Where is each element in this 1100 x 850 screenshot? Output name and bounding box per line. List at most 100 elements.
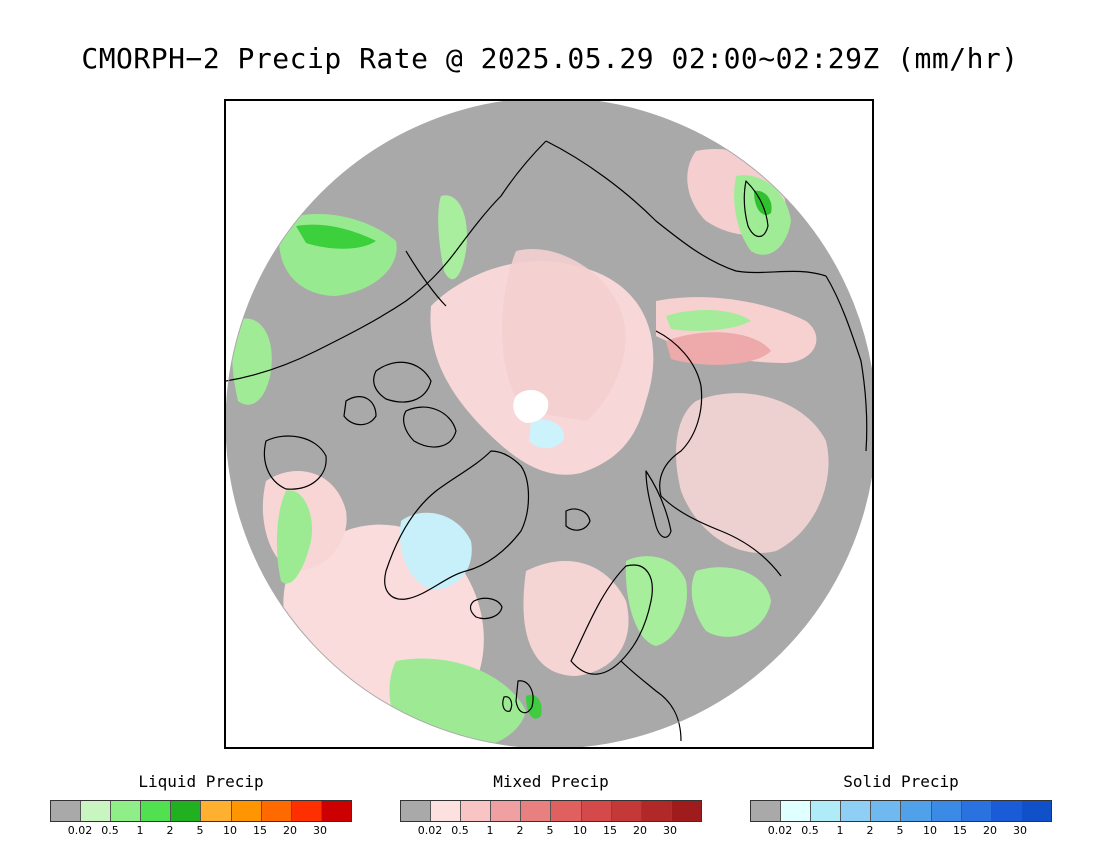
legend-solid-tick-label: 10 <box>923 824 937 837</box>
legend-solid-tick-label: 2 <box>866 824 874 837</box>
legend-liquid-swatch <box>141 801 172 821</box>
legend-solid-swatch <box>961 801 992 821</box>
legend-mixed-swatch <box>671 801 701 821</box>
legend-solid-ticks: 0.02 0.5 1 2 5 10 15 20 30 <box>750 824 1050 838</box>
scandinavia-coast <box>570 564 653 675</box>
legend-liquid-swatch <box>111 801 142 821</box>
precip-map <box>226 101 872 747</box>
legend-mixed-swatch <box>491 801 522 821</box>
liquid-precip-uk <box>526 694 542 719</box>
legend-mixed-swatch <box>521 801 552 821</box>
legend-mixed-swatch <box>551 801 582 821</box>
legend-solid-tick-label: 15 <box>953 824 967 837</box>
legend-solid-tick-label: 20 <box>983 824 997 837</box>
mixed-precip-heavy-band <box>666 332 771 365</box>
legend-mixed-swatch <box>431 801 462 821</box>
novaya-zemlya-coast <box>645 470 672 538</box>
map-frame <box>224 99 874 749</box>
legend-solid-title: Solid Precip <box>843 772 959 791</box>
legend-solid-tick-label: 0.5 <box>801 824 819 837</box>
page-title: CMORPH−2 Precip Rate @ 2025.05.29 02:00~… <box>81 42 1019 75</box>
legend-liquid-swatch <box>81 801 112 821</box>
legend-liquid: Liquid Precip 0.02 0.5 1 2 5 10 15 20 30 <box>50 772 352 838</box>
canada-alaska-border <box>405 250 447 307</box>
legend-liquid-tick-label: 20 <box>283 824 297 837</box>
legend-liquid-tick-label: 30 <box>313 824 327 837</box>
solid-precip-greenland <box>400 512 472 590</box>
legend-liquid-tick-label: 1 <box>136 824 144 837</box>
legend-liquid-title: Liquid Precip <box>138 772 264 791</box>
legend-liquid-tick-label: 0.02 <box>67 824 93 837</box>
mixed-precip-north-sea <box>523 561 629 676</box>
liquid-precip-alaska-dark <box>296 224 376 249</box>
british-isles-coast <box>502 680 534 714</box>
legend-liquid-tick-label: 15 <box>253 824 267 837</box>
legend-mixed-swatch <box>401 801 432 821</box>
legend-mixed-bar <box>400 800 702 822</box>
legend-solid-bar <box>750 800 1052 822</box>
canadian-archipelago-coast <box>343 361 457 448</box>
legend-mixed-ticks: 0.02 0.5 1 2 5 10 15 20 30 <box>400 824 700 838</box>
legend-mixed-tick-label: 0.02 <box>417 824 443 837</box>
russia-north-coast <box>660 495 782 577</box>
legend-liquid-tick-label: 0.5 <box>101 824 119 837</box>
liquid-precip-yukon <box>438 195 467 280</box>
legend-solid-swatch <box>781 801 812 821</box>
legend-liquid-ticks: 0.02 0.5 1 2 5 10 15 20 30 <box>50 824 350 838</box>
legend-solid-swatch <box>991 801 1022 821</box>
liquid-precip-siberia-band <box>666 309 751 331</box>
legend-liquid-swatch <box>51 801 82 821</box>
legend-liquid-swatch <box>321 801 351 821</box>
legend-solid-swatch <box>901 801 932 821</box>
liquid-precip-europe-east <box>691 567 771 637</box>
mixed-precip-east <box>676 393 829 553</box>
legend-liquid-swatch <box>261 801 292 821</box>
taymyr-coast <box>655 330 703 497</box>
legend-liquid-swatch <box>231 801 262 821</box>
svalbard-coast <box>565 508 591 531</box>
legend-mixed-tick-label: 10 <box>573 824 587 837</box>
liquid-precip-kamchatka <box>734 175 791 255</box>
legend-mixed: Mixed Precip 0.02 0.5 1 2 5 10 15 20 30 <box>400 772 702 838</box>
iceland-coast <box>469 597 503 620</box>
kamchatka-coast <box>743 180 769 238</box>
legend-mixed-title: Mixed Precip <box>493 772 609 791</box>
greenland-coast <box>384 450 530 600</box>
legend-solid-swatch <box>811 801 842 821</box>
north-america-coast <box>226 250 457 382</box>
mixed-precip-central <box>502 249 626 421</box>
legend-solid-tick-label: 30 <box>1013 824 1027 837</box>
legend-liquid-tick-label: 2 <box>166 824 174 837</box>
legend-mixed-tick-label: 5 <box>546 824 554 837</box>
solid-precip-north-pole <box>529 419 565 449</box>
legend-solid-tick-label: 0.02 <box>767 824 793 837</box>
legend-mixed-swatch <box>611 801 642 821</box>
legend-mixed-tick-label: 20 <box>633 824 647 837</box>
legend-liquid-swatch <box>201 801 232 821</box>
legend-mixed-tick-label: 2 <box>516 824 524 837</box>
legend-mixed-swatch <box>641 801 672 821</box>
siberia-coast <box>545 140 827 277</box>
legend-mixed-swatch <box>461 801 492 821</box>
legend-solid-tick-label: 1 <box>836 824 844 837</box>
legend-solid-swatch <box>751 801 782 821</box>
legend-mixed-tick-label: 30 <box>663 824 677 837</box>
legend-mixed-tick-label: 1 <box>486 824 494 837</box>
coastlines <box>226 140 868 742</box>
legend-solid-swatch <box>871 801 902 821</box>
legend-solid-swatch <box>931 801 962 821</box>
legend-mixed-swatch <box>581 801 612 821</box>
legend-liquid-swatch <box>291 801 322 821</box>
legend-solid: Solid Precip 0.02 0.5 1 2 5 10 15 20 30 <box>750 772 1052 838</box>
liquid-precip-bc <box>232 318 272 405</box>
legend-solid-tick-label: 5 <box>896 824 904 837</box>
liquid-precip-labrador <box>276 490 312 584</box>
pole-hole <box>513 389 549 423</box>
alaska-coast <box>455 140 547 252</box>
liquid-precip-europe-central <box>625 556 687 646</box>
legend-liquid-tick-label: 5 <box>196 824 204 837</box>
legend-liquid-swatch <box>171 801 202 821</box>
legend-liquid-bar <box>50 800 352 822</box>
legend-solid-swatch <box>841 801 872 821</box>
east-asia-coast <box>825 275 868 452</box>
